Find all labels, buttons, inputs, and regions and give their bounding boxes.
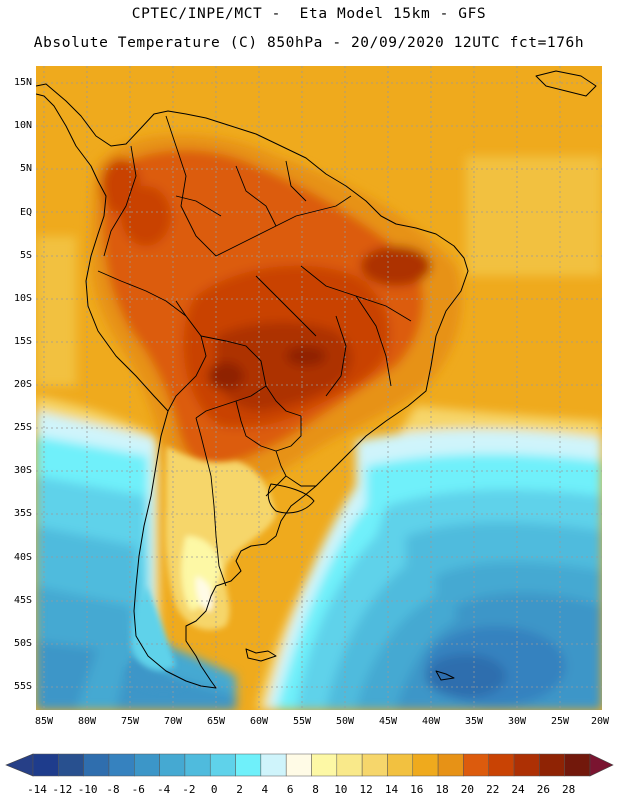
lon-label-80w: 80W [77, 716, 97, 727]
lon-label-75w: 75W [120, 716, 140, 727]
color-scale-tick-label: 18 [435, 783, 449, 796]
lon-label-45w: 45W [378, 716, 398, 727]
lon-label-70w: 70W [163, 716, 183, 727]
color-scale-box [412, 753, 439, 777]
lon-label-20w: 20W [590, 716, 610, 727]
color-scale-tick-label: 12 [359, 783, 373, 796]
temperature-field [36, 66, 602, 710]
color-scale-tick-label: 22 [486, 783, 500, 796]
lon-label-85w: 85W [34, 716, 54, 727]
lon-label-65w: 65W [206, 716, 226, 727]
color-scale-tick-label: 2 [236, 783, 243, 796]
lat-label-30s: 30S [13, 465, 32, 476]
color-scale-tick-label: 16 [410, 783, 424, 796]
color-scale-tick-label: 26 [536, 783, 550, 796]
color-scale-box [134, 753, 160, 777]
lon-label-50w: 50W [335, 716, 355, 727]
color-scale-tick-label: 20 [460, 783, 475, 796]
temperature-map-canvas [36, 66, 602, 710]
color-scale-box [32, 753, 59, 777]
color-scale-box [336, 753, 363, 777]
color-scale-tick-label: -6 [131, 783, 145, 796]
color-scale-high-arrow [589, 753, 614, 777]
color-scale-box [311, 753, 338, 777]
lon-label-25w: 25W [550, 716, 570, 727]
lat-label-35s: 35S [13, 508, 32, 519]
temperature-map [36, 66, 602, 710]
lat-label-40s: 40S [13, 552, 32, 563]
lon-label-35w: 35W [464, 716, 484, 727]
lat-label-45s: 45S [13, 595, 32, 606]
lat-label-55s: 55S [13, 681, 32, 692]
lon-label-30w: 30W [507, 716, 527, 727]
lat-label-25s: 25S [13, 422, 32, 433]
map-title-line-2: Absolute Temperature (C) 850hPa - 20/09/… [33, 35, 585, 51]
lat-label-50s: 50S [13, 638, 32, 649]
lat-label-20s: 20S [13, 379, 32, 390]
color-scale-box [513, 753, 540, 777]
color-scale-tick-label: 4 [261, 783, 269, 796]
lat-label-10n: 10N [13, 120, 32, 131]
color-scale-box [184, 753, 211, 777]
color-scale-box [58, 753, 84, 777]
color-scale-box [260, 753, 287, 777]
color-scale-box [387, 753, 414, 777]
color-scale-box [159, 753, 186, 777]
color-scale-box [539, 753, 565, 777]
color-scale-tick-label: -2 [182, 783, 196, 796]
lat-label-15n: 15N [13, 77, 32, 88]
color-scale-low-arrow [5, 753, 34, 777]
color-scale-tick-label: 24 [511, 783, 525, 796]
color-scale-tick-label: -14 [27, 783, 47, 796]
color-scale-box [463, 753, 489, 777]
temperature-color-scale [5, 753, 614, 777]
color-scale-box [488, 753, 515, 777]
color-scale-box [361, 753, 388, 777]
color-scale-tick-label: -4 [156, 783, 171, 796]
color-scale-tick-label: -12 [52, 783, 73, 796]
color-scale-box [235, 753, 262, 777]
color-scale-tick-label: -8 [106, 783, 120, 796]
lat-lon-grid [36, 66, 602, 710]
lat-label-5n: 5N [19, 163, 32, 174]
color-scale-box [564, 753, 591, 777]
country-borders [97, 115, 412, 587]
lat-label-eq: EQ [19, 207, 32, 218]
color-scale-tick-label: 0 [210, 783, 218, 796]
lat-label-5s: 5S [19, 250, 32, 261]
color-scale-box [209, 753, 236, 777]
lon-label-60w: 60W [249, 716, 269, 727]
color-scale-tick-label: 10 [334, 783, 348, 796]
lat-label-15s: 15S [13, 336, 32, 347]
color-scale-box [83, 753, 110, 777]
color-scale-box [437, 753, 464, 777]
color-scale-tick-label: -10 [77, 783, 98, 796]
lat-label-10s: 10S [13, 293, 32, 304]
color-scale-box [108, 753, 135, 777]
color-scale-tick-label: 8 [312, 783, 319, 796]
lon-label-55w: 55W [292, 716, 312, 727]
map-title-line-1: CPTEC/INPE/MCT - Eta Model 15km - GFS [131, 6, 487, 22]
color-scale-tick-label: 14 [384, 783, 399, 796]
color-scale-tick-label: 28 [562, 783, 576, 796]
lon-label-40w: 40W [421, 716, 441, 727]
coastline [36, 70, 597, 689]
color-scale-box [285, 753, 312, 777]
color-scale-tick-label: 6 [286, 783, 294, 796]
